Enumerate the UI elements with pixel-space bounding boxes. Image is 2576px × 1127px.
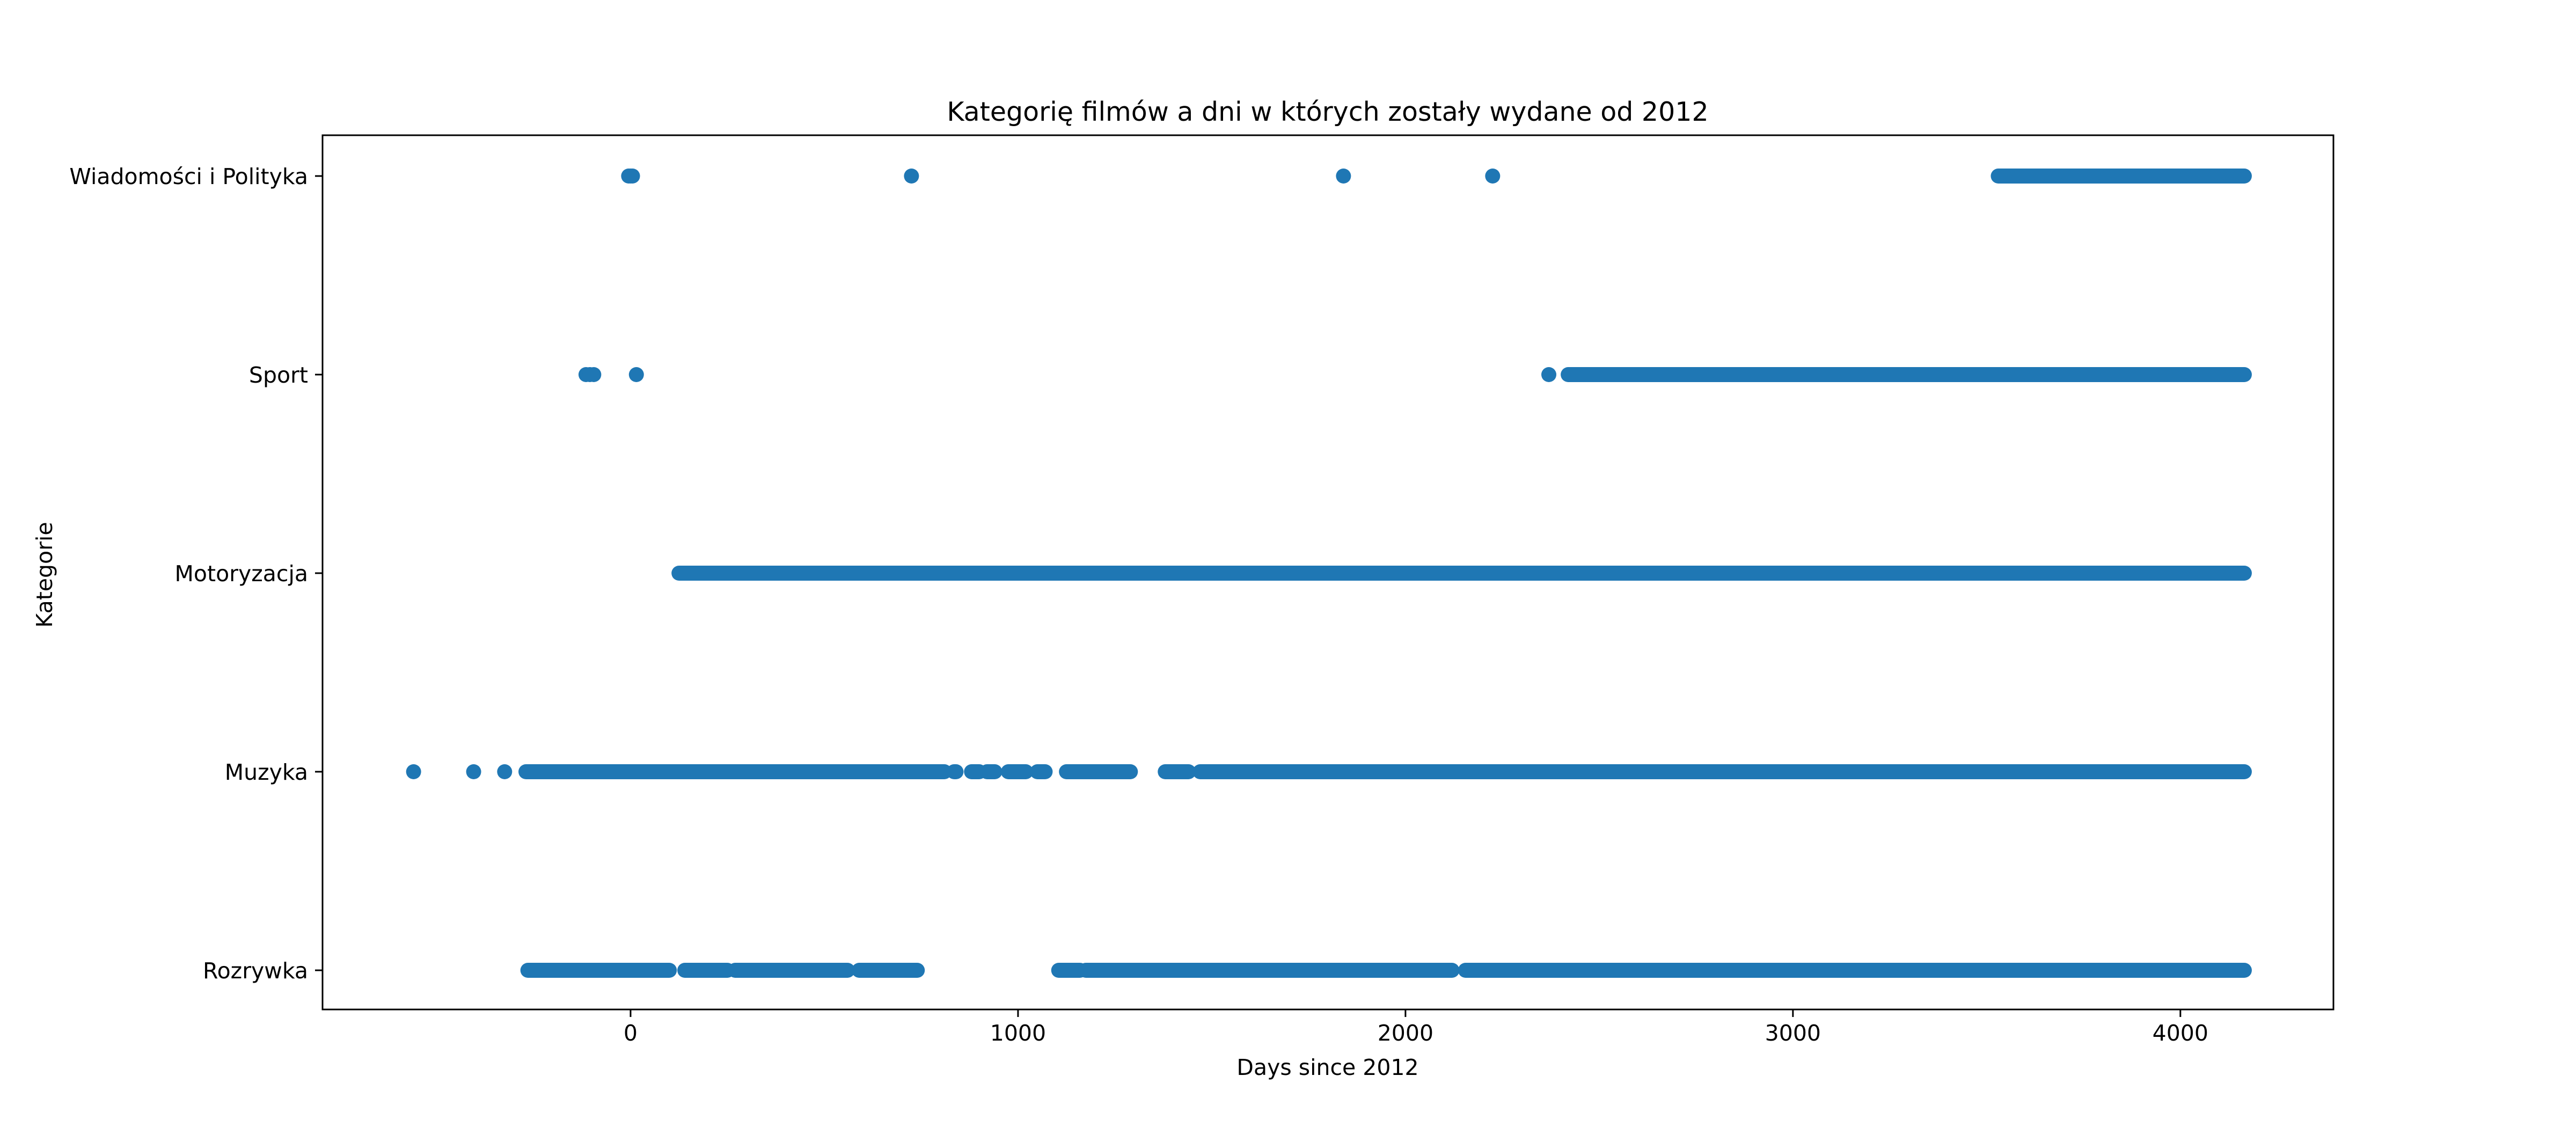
- y-tick-label: Wiadomości i Polityka: [69, 164, 308, 189]
- data-point-cluster: [1051, 963, 1088, 978]
- data-point-cluster: [946, 764, 964, 779]
- y-tick-label: Rozrywka: [203, 958, 308, 984]
- y-tick-label: Sport: [249, 362, 308, 388]
- data-point: [625, 169, 640, 184]
- data-point: [1485, 169, 1501, 184]
- data-point: [1336, 169, 1351, 184]
- data-point-cluster: [1192, 764, 2252, 779]
- data-point-cluster: [1561, 367, 2252, 382]
- x-tick-label: 2000: [1378, 1020, 1433, 1046]
- axis-ticks: 0 1000 2000 3000 4000 Rozrywka Muzyka Motoryzac…: [69, 164, 2208, 1046]
- data-point: [406, 764, 421, 779]
- data-point: [497, 764, 513, 779]
- data-point-cluster: [851, 963, 925, 978]
- data-point-cluster: [1030, 764, 1053, 779]
- data-point-cluster: [727, 963, 855, 978]
- data-point-cluster: [1000, 764, 1034, 779]
- data-point: [466, 764, 481, 779]
- data-point-cluster: [1990, 169, 2252, 184]
- y-axis-label: Kategorie: [32, 522, 57, 627]
- x-tick-label: 4000: [2153, 1020, 2208, 1046]
- data-point: [904, 169, 919, 184]
- data-point-cluster: [1158, 764, 1196, 779]
- data-point-cluster: [1078, 963, 1460, 978]
- data-point-cluster: [518, 764, 952, 779]
- x-tick-label: 0: [624, 1020, 638, 1046]
- data-point-cluster: [1458, 963, 2252, 978]
- data-point: [1541, 367, 1557, 382]
- y-tick-label: Muzyka: [225, 759, 308, 785]
- data-point-cluster: [1059, 764, 1138, 779]
- data-marks: [406, 169, 2252, 978]
- data-point: [586, 367, 602, 382]
- x-tick-label: 3000: [1765, 1020, 1821, 1046]
- data-point-cluster: [671, 566, 2252, 581]
- x-tick-label: 1000: [990, 1020, 1046, 1046]
- data-point-cluster: [979, 764, 1002, 779]
- data-point-cluster: [520, 963, 677, 978]
- y-tick-label: Motoryzacja: [175, 561, 308, 587]
- data-point-cluster: [677, 963, 735, 978]
- data-point: [628, 367, 644, 382]
- chart-title: Kategorię filmów a dni w których zostały…: [947, 97, 1708, 127]
- x-axis-label: Days since 2012: [1236, 1055, 1418, 1080]
